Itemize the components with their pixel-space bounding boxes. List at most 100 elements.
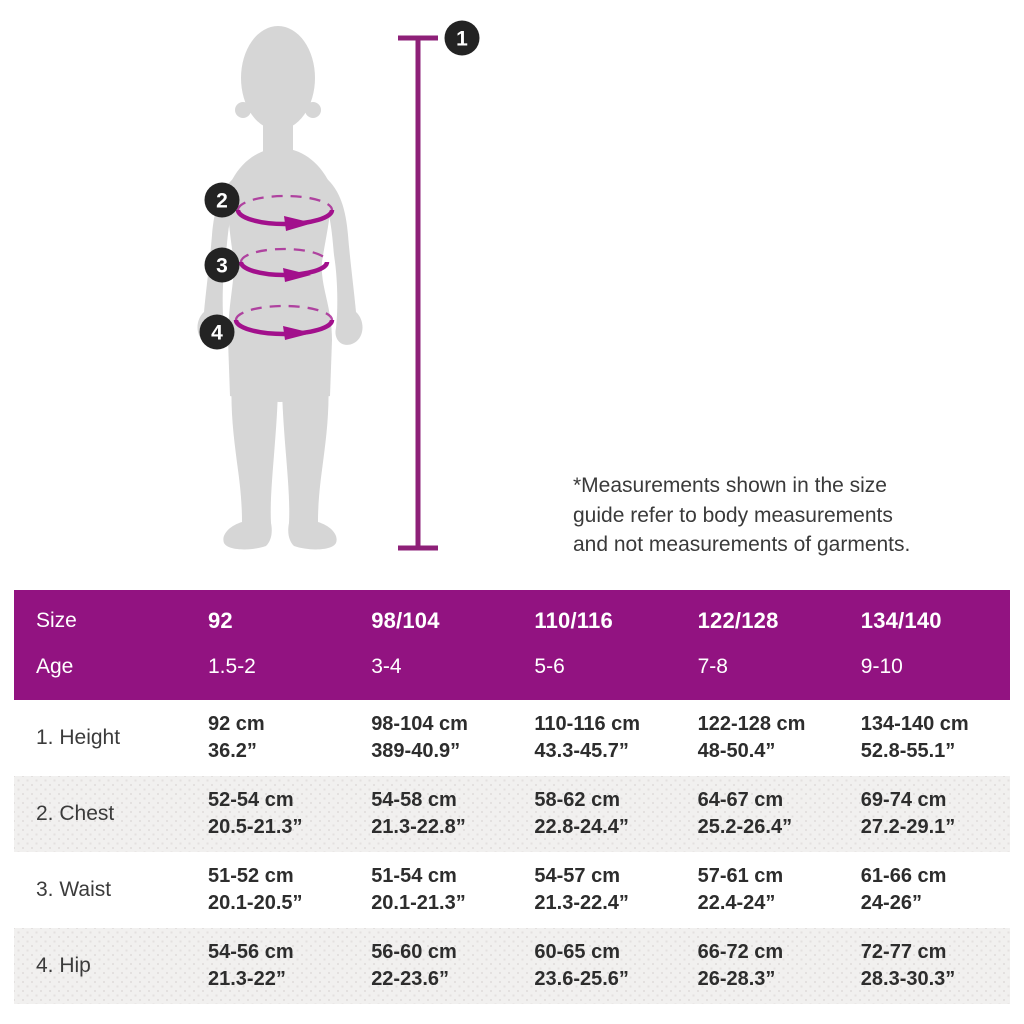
height-cell-3: 110-116 cm 43.3-45.7” bbox=[520, 711, 683, 765]
disclaimer-line: guide refer to body measurements bbox=[573, 503, 893, 527]
inch-value: 43.3-45.7” bbox=[534, 740, 629, 762]
waist-cell-2: 51-54 cm 20.1-21.3” bbox=[357, 863, 520, 917]
waist-cell-3: 54-57 cm 21.3-22.4” bbox=[520, 863, 683, 917]
inch-value: 28.3-30.3” bbox=[860, 968, 956, 990]
inch-value: 21.3-22.4” bbox=[534, 892, 629, 914]
marker-3-badge: 3 bbox=[204, 247, 240, 283]
inch-value: 36.2” bbox=[208, 740, 257, 762]
cm-value: 58-62 cm bbox=[534, 789, 621, 811]
age-col-4: 7-8 bbox=[697, 655, 728, 678]
marker-4-number: 4 bbox=[211, 322, 223, 345]
waist-measure-arc bbox=[238, 247, 330, 282]
inch-value: 52.8-55.1” bbox=[860, 740, 956, 762]
age-col-3: 5-6 bbox=[534, 655, 565, 678]
hip-measure-arc bbox=[233, 304, 335, 340]
cm-value: 122-128 cm bbox=[697, 713, 806, 735]
row-label: 2. Chest bbox=[36, 802, 115, 825]
marker-1-badge: 1 bbox=[444, 20, 480, 56]
cm-value: 72-77 cm bbox=[860, 941, 947, 963]
inch-value: 22-23.6” bbox=[371, 968, 450, 990]
hip-cell-4: 66-72 cm 26-28.3” bbox=[684, 939, 847, 993]
row-label: 3. Waist bbox=[36, 878, 112, 901]
size-col-5: 134/140 bbox=[860, 608, 942, 633]
cm-value: 54-58 cm bbox=[371, 789, 457, 811]
waist-cell-5: 61-66 cm 24-26” bbox=[847, 863, 1010, 917]
cm-value: 61-66 cm bbox=[860, 865, 947, 887]
chest-cell-3: 58-62 cm 22.8-24.4” bbox=[520, 787, 683, 841]
cm-value: 57-61 cm bbox=[697, 865, 784, 887]
chest-cell-2: 54-58 cm 21.3-22.8” bbox=[357, 787, 520, 841]
inch-value: 389-40.9” bbox=[371, 740, 461, 762]
cm-value: 92 cm bbox=[208, 713, 265, 735]
disclaimer-line: *Measurements shown in the size bbox=[573, 474, 887, 497]
waist-cell-1: 51-52 cm 20.1-20.5” bbox=[194, 863, 357, 917]
cm-value: 54-56 cm bbox=[208, 941, 294, 963]
inch-value: 21.3-22” bbox=[208, 968, 286, 990]
waist-cell-4: 57-61 cm 22.4-24” bbox=[684, 863, 847, 917]
chest-measure-arc bbox=[235, 194, 335, 231]
row-label: 1. Height bbox=[36, 726, 121, 749]
cm-value: 52-54 cm bbox=[208, 789, 294, 811]
hip-cell-2: 56-60 cm 22-23.6” bbox=[357, 939, 520, 993]
table-row-waist: 3. Waist 51-52 cm 20.1-20.5” 51-54 cm 20… bbox=[14, 852, 1010, 928]
marker-3-number: 3 bbox=[216, 255, 228, 278]
cm-value: 51-52 cm bbox=[208, 865, 294, 887]
age-row-label: Age bbox=[36, 655, 74, 678]
inch-value: 24-26” bbox=[860, 892, 922, 914]
cm-value: 66-72 cm bbox=[697, 941, 784, 963]
table-row-height: 1. Height 92 cm 36.2” 98-104 cm 389-40.9… bbox=[14, 700, 1010, 776]
inch-value: 48-50.4” bbox=[697, 740, 776, 762]
chest-cell-5: 69-74 cm 27.2-29.1” bbox=[847, 787, 1010, 841]
size-col-1: 92 bbox=[208, 608, 233, 633]
disclaimer-line: and not measurements of garments. bbox=[573, 533, 911, 556]
height-cell-1: 92 cm 36.2” bbox=[194, 711, 357, 765]
height-cell-2: 98-104 cm 389-40.9” bbox=[357, 711, 520, 765]
row-label: 4. Hip bbox=[36, 954, 91, 977]
inch-value: 22.4-24” bbox=[697, 892, 776, 914]
height-measure-line bbox=[398, 35, 438, 551]
hip-cell-1: 54-56 cm 21.3-22” bbox=[194, 939, 357, 993]
marker-2-number: 2 bbox=[216, 190, 228, 213]
inch-value: 20.1-21.3” bbox=[371, 892, 466, 914]
child-silhouette-diagram: 1 2 3 4 bbox=[197, 20, 480, 551]
marker-1-number: 1 bbox=[456, 28, 468, 51]
height-cell-5: 134-140 cm 52.8-55.1” bbox=[847, 711, 1010, 765]
cm-value: 51-54 cm bbox=[371, 865, 457, 887]
cm-value: 64-67 cm bbox=[697, 789, 784, 811]
size-header-row: Size 92 98/104 110/116 122/128 134/140 bbox=[14, 598, 1010, 644]
size-table-header: Size 92 98/104 110/116 122/128 134/140 A… bbox=[14, 590, 1010, 700]
inch-value: 25.2-26.4” bbox=[697, 816, 793, 838]
chest-cell-1: 52-54 cm 20.5-21.3” bbox=[194, 787, 357, 841]
age-col-2: 3-4 bbox=[371, 655, 402, 678]
height-cell-4: 122-128 cm 48-50.4” bbox=[684, 711, 847, 765]
inch-value: 20.1-20.5” bbox=[208, 892, 303, 914]
size-col-4: 122/128 bbox=[697, 608, 779, 633]
chest-cell-4: 64-67 cm 25.2-26.4” bbox=[684, 787, 847, 841]
size-row-label: Size bbox=[36, 609, 77, 632]
inch-value: 21.3-22.8” bbox=[371, 816, 466, 838]
table-row-chest: 2. Chest 52-54 cm 20.5-21.3” 54-58 cm 21… bbox=[14, 776, 1010, 852]
cm-value: 54-57 cm bbox=[534, 865, 621, 887]
inch-value: 26-28.3” bbox=[697, 968, 776, 990]
inch-value: 23.6-25.6” bbox=[534, 968, 629, 990]
marker-4-badge: 4 bbox=[199, 314, 235, 350]
measurement-figure: 1 2 3 4 bbox=[170, 10, 490, 570]
cm-value: 69-74 cm bbox=[860, 789, 947, 811]
cm-value: 60-65 cm bbox=[534, 941, 621, 963]
size-col-3: 110/116 bbox=[534, 608, 613, 633]
child-silhouette-icon bbox=[197, 26, 363, 550]
marker-2-badge: 2 bbox=[204, 182, 240, 218]
cm-value: 110-116 cm bbox=[534, 713, 641, 735]
cm-value: 98-104 cm bbox=[371, 713, 468, 735]
disclaimer-note: *Measurements shown in the size guide re… bbox=[573, 471, 963, 560]
hip-cell-3: 60-65 cm 23.6-25.6” bbox=[520, 939, 683, 993]
cm-value: 56-60 cm bbox=[371, 941, 457, 963]
inch-value: 22.8-24.4” bbox=[534, 816, 629, 838]
table-row-hip: 4. Hip 54-56 cm 21.3-22” 56-60 cm 22-23.… bbox=[14, 928, 1010, 1004]
age-col-5: 9-10 bbox=[860, 655, 903, 678]
size-table: Size 92 98/104 110/116 122/128 134/140 A… bbox=[14, 590, 1010, 1004]
inch-value: 20.5-21.3” bbox=[208, 816, 303, 838]
size-col-2: 98/104 bbox=[371, 608, 440, 633]
cm-value: 134-140 cm bbox=[860, 713, 969, 735]
